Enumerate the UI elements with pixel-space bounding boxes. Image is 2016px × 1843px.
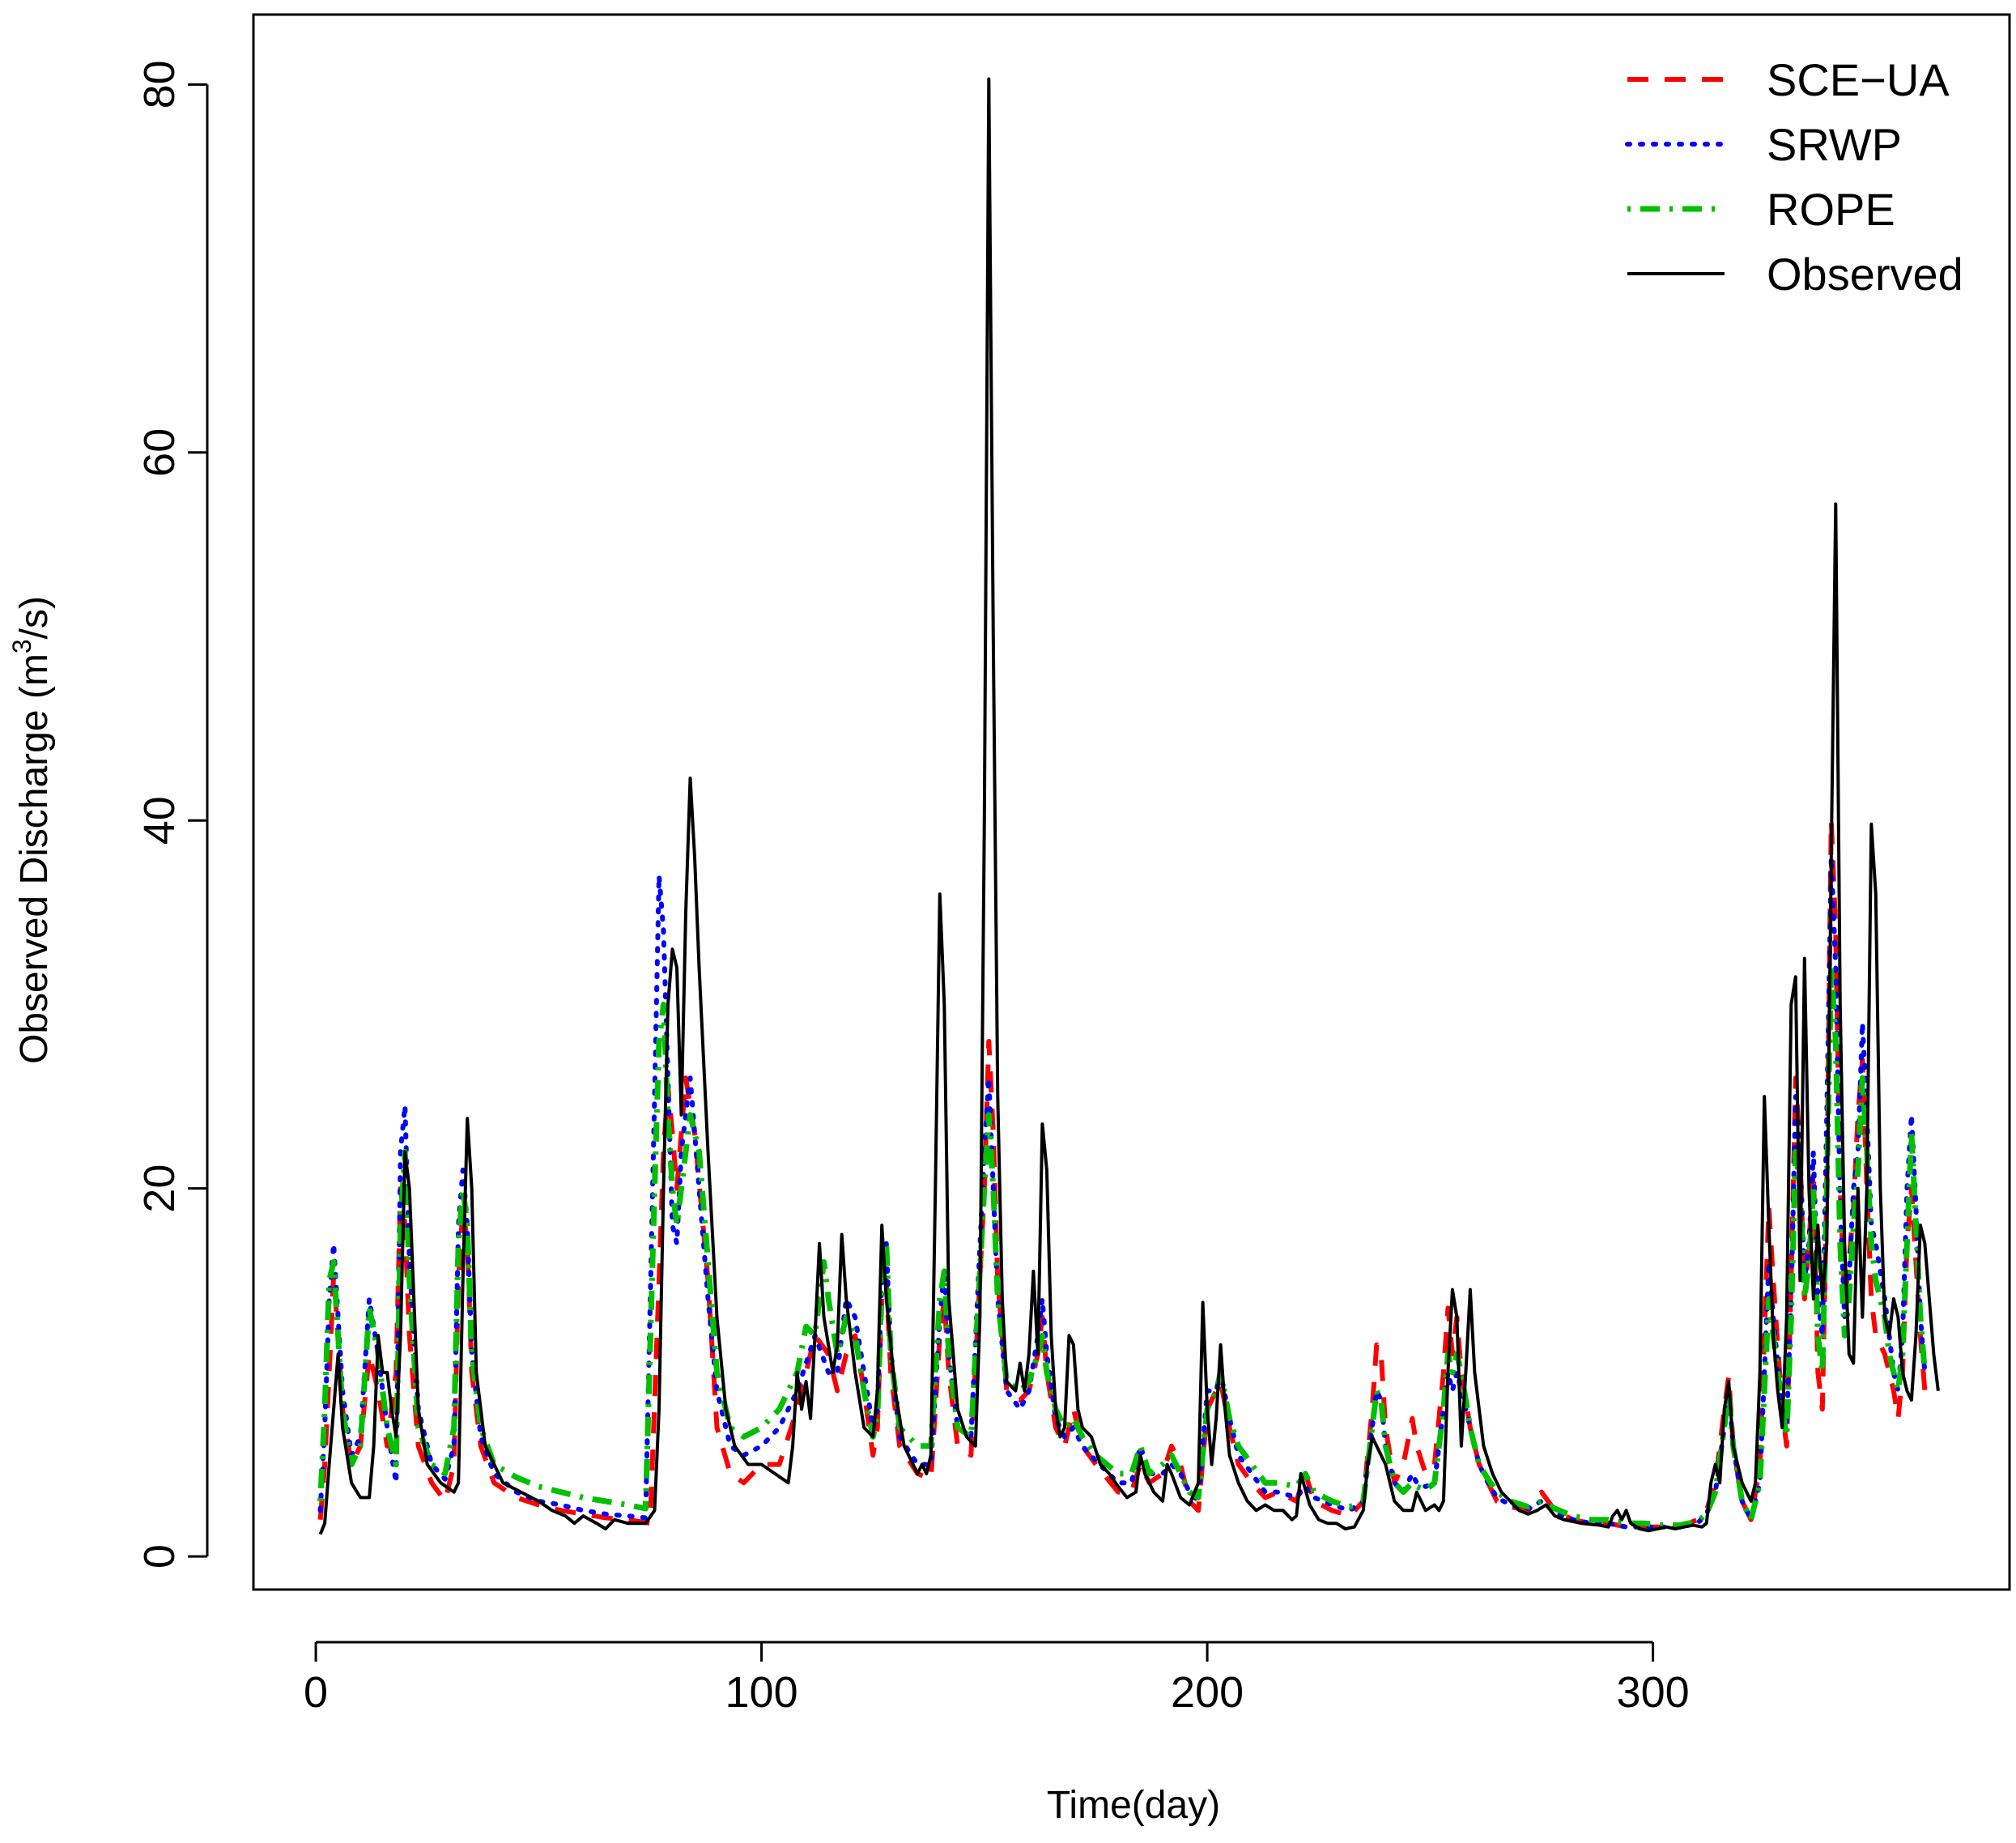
y-tick-label: 40 [135,796,184,845]
y-axis-label-superscript: 3 [7,639,36,653]
y-axis-label-main: Observed Discharge (m [13,653,56,1064]
plot-frame [252,13,2011,1591]
series-line-observed [318,77,1940,1535]
y-tick-label: 80 [135,60,184,109]
legend: SCE−UA SRWP ROPE Observed [1625,54,1963,300]
legend-item-srwp: SRWP [1625,119,1902,170]
x-tick-label: 300 [1617,1668,1690,1717]
x-axis-label: Time(day) [1047,1784,1220,1827]
series-layer [317,77,1940,1535]
y-tick-label: 60 [135,428,184,477]
legend-label: ROPE [1767,184,1895,235]
x-tick-label: 200 [1171,1668,1244,1717]
x-tick-label: 0 [304,1668,328,1717]
axes-layer: 0 100 200 300 0 20 40 60 80 [135,13,2011,1717]
legend-item-rope: ROPE [1627,184,1895,235]
y-tick-label: 0 [135,1544,184,1568]
legend-label: SRWP [1767,119,1902,170]
y-axis-label: Observed Discharge (m3/s) [7,596,56,1064]
legend-label: Observed [1767,249,1963,300]
x-tick-label: 100 [725,1668,798,1717]
legend-label: SCE−UA [1767,54,1950,105]
y-tick-label: 20 [135,1164,184,1213]
y-axis-label-suffix: /s) [13,596,56,639]
legend-item-sce-ua: SCE−UA [1627,54,1950,105]
series-line-srwp [317,854,1928,1530]
series-line-sce-ua [317,818,1928,1530]
legend-item-observed: Observed [1627,249,1963,300]
